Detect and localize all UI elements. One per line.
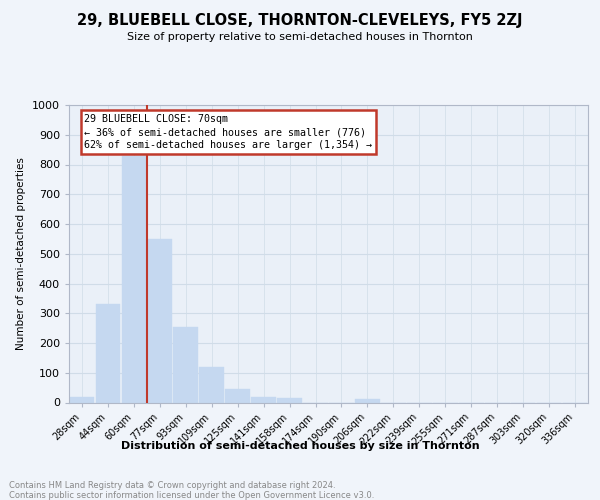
Text: Contains HM Land Registry data © Crown copyright and database right 2024.
Contai: Contains HM Land Registry data © Crown c… (9, 480, 374, 500)
Bar (355, 399, 380, 402)
Y-axis label: Number of semi-detached properties: Number of semi-detached properties (16, 158, 26, 350)
Bar (251, 396, 276, 402)
Bar (199, 367, 224, 402)
Bar (95, 304, 120, 402)
Bar (70, 396, 94, 402)
Text: Distribution of semi-detached houses by size in Thornton: Distribution of semi-detached houses by … (121, 441, 479, 451)
Text: Size of property relative to semi-detached houses in Thornton: Size of property relative to semi-detach… (127, 32, 473, 42)
Bar (173, 326, 198, 402)
Bar (277, 398, 302, 402)
Text: 29 BLUEBELL CLOSE: 70sqm
← 36% of semi-detached houses are smaller (776)
62% of : 29 BLUEBELL CLOSE: 70sqm ← 36% of semi-d… (84, 114, 372, 150)
Bar (148, 239, 172, 402)
Text: 29, BLUEBELL CLOSE, THORNTON-CLEVELEYS, FY5 2ZJ: 29, BLUEBELL CLOSE, THORNTON-CLEVELEYS, … (77, 12, 523, 28)
Bar (226, 389, 250, 402)
Bar (122, 156, 146, 402)
